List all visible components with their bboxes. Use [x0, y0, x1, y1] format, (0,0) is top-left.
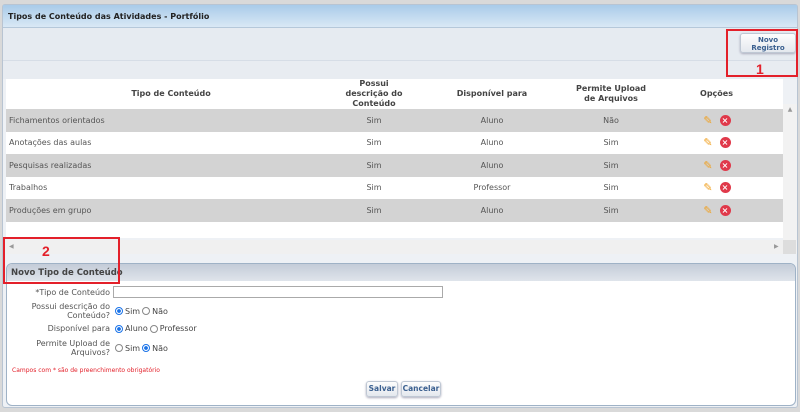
cell-descricao: Sim	[366, 138, 382, 148]
cell-upload: Sim	[572, 154, 650, 177]
disp-professor-radio[interactable]	[149, 324, 158, 333]
delete-x-icon[interactable]: ×	[719, 182, 731, 194]
annotation-box-1	[726, 29, 798, 77]
cell-disponivel: Professor	[473, 183, 511, 193]
cell-opcoes: ✎ ×	[650, 154, 783, 177]
delete-x-icon[interactable]: ×	[719, 159, 731, 171]
horizontal-scrollbar[interactable]: ◀ ▶	[6, 240, 796, 254]
required-note: Campos com * são de preenchimento obriga…	[12, 367, 160, 374]
cell-tipo: Produções em grupo	[6, 199, 336, 222]
cell-descricao: Sim	[366, 183, 382, 193]
disp-professor-label: Professor	[159, 324, 197, 333]
col-header-opcoes: Opções	[700, 89, 733, 98]
save-button[interactable]: Salvar	[366, 381, 398, 397]
table-row: Fichamentos orientados Sim Aluno Não ✎ ×	[6, 109, 783, 132]
cell-disponivel: Aluno	[412, 109, 572, 132]
main-window: Tipos de Conteúdo das Atividades - Portf…	[2, 4, 798, 408]
cell-tipo: Pesquisas realizadas	[6, 154, 336, 177]
disp-label: Disponível para	[47, 324, 110, 333]
tipo-input[interactable]	[113, 286, 443, 298]
table-row: Produções em grupo Sim Aluno Sim ✎ ×	[6, 199, 783, 222]
cell-upload: Sim	[572, 199, 650, 222]
annotation-box-2	[3, 237, 120, 284]
scroll-right-icon[interactable]: ▶	[774, 243, 779, 250]
upload-nao-radio[interactable]	[142, 344, 151, 352]
possui-nao-radio[interactable]	[142, 307, 151, 315]
scrollbar-corner	[783, 240, 796, 254]
possui-sim-label: Sim	[125, 306, 141, 316]
page-title: Tipos de Conteúdo das Atividades - Portf…	[3, 5, 797, 28]
col-header-upload: Permite Upload de Arquivos	[576, 84, 646, 103]
scroll-left-icon[interactable]: ◀	[9, 243, 14, 250]
divider	[3, 61, 797, 79]
scroll-up-icon[interactable]: ▲	[787, 106, 793, 113]
edit-pencil-icon[interactable]: ✎	[703, 113, 713, 127]
edit-pencil-icon[interactable]: ✎	[703, 181, 713, 195]
disp-aluno-label: Aluno	[125, 324, 148, 333]
cell-opcoes: ✎ ×	[650, 132, 783, 155]
cell-descricao: Sim	[336, 109, 412, 132]
vertical-scrollbar[interactable]: ▲	[783, 104, 797, 254]
cell-disponivel: Aluno	[412, 154, 572, 177]
possui-nao-label: Não	[152, 306, 168, 316]
upload-label: Permite Upload de Arquivos?	[36, 339, 110, 357]
col-header-tipo: Tipo de Conteúdo	[131, 89, 211, 98]
table-row: Trabalhos Sim Professor Sim ✎ ×	[6, 177, 783, 200]
cell-opcoes: ✎ ×	[650, 109, 783, 132]
cancel-button[interactable]: Cancelar	[401, 381, 441, 397]
annotation-number-2: 2	[42, 243, 50, 259]
cell-upload: Sim	[603, 138, 619, 148]
upload-sim-radio[interactable]	[115, 344, 123, 352]
new-record-button[interactable]: Novo Registro	[740, 33, 796, 53]
col-header-disponivel: Disponível para	[456, 89, 528, 98]
tipo-label: *Tipo de Conteúdo	[35, 287, 110, 297]
cell-opcoes: ✎ ×	[650, 199, 783, 222]
new-content-type-form: Novo Tipo de Conteúdo *Tipo de Conteúdo …	[6, 263, 796, 406]
delete-x-icon[interactable]: ×	[719, 204, 731, 216]
toolbar: Novo Registro	[3, 28, 797, 61]
cell-descricao: Sim	[336, 154, 412, 177]
cell-upload: Não	[572, 109, 650, 132]
edit-pencil-icon[interactable]: ✎	[703, 158, 713, 172]
cell-tipo: Fichamentos orientados	[6, 109, 336, 132]
cell-disponivel: Aluno	[480, 138, 504, 148]
edit-pencil-icon[interactable]: ✎	[703, 203, 713, 217]
cell-disponivel: Aluno	[412, 199, 572, 222]
col-header-descricao: Possui descrição do Conteúdo	[345, 79, 403, 108]
annotation-number-1: 1	[756, 61, 764, 77]
possui-sim-radio[interactable]	[115, 307, 123, 315]
cell-tipo: Anotações das aulas	[9, 138, 92, 148]
content-types-table: Tipo de Conteúdo Possui descrição do Con…	[6, 79, 783, 238]
cell-opcoes: ✎ ×	[650, 177, 783, 200]
edit-pencil-icon[interactable]: ✎	[703, 136, 713, 150]
form-title: Novo Tipo de Conteúdo	[7, 264, 795, 281]
upload-nao-label: Não	[152, 343, 168, 353]
possui-label: Possui descrição do Conteúdo?	[31, 302, 110, 320]
delete-x-icon[interactable]: ×	[719, 137, 731, 149]
cell-tipo: Trabalhos	[9, 183, 48, 193]
delete-x-icon[interactable]: ×	[719, 114, 731, 126]
table-row: Anotações das aulas Sim Aluno Sim ✎ ×	[6, 132, 783, 155]
cell-upload: Sim	[603, 183, 619, 193]
upload-sim-label: Sim	[125, 343, 141, 353]
cell-descricao: Sim	[336, 199, 412, 222]
disp-aluno-radio[interactable]	[115, 324, 123, 333]
table-row: Pesquisas realizadas Sim Aluno Sim ✎ ×	[6, 154, 783, 177]
